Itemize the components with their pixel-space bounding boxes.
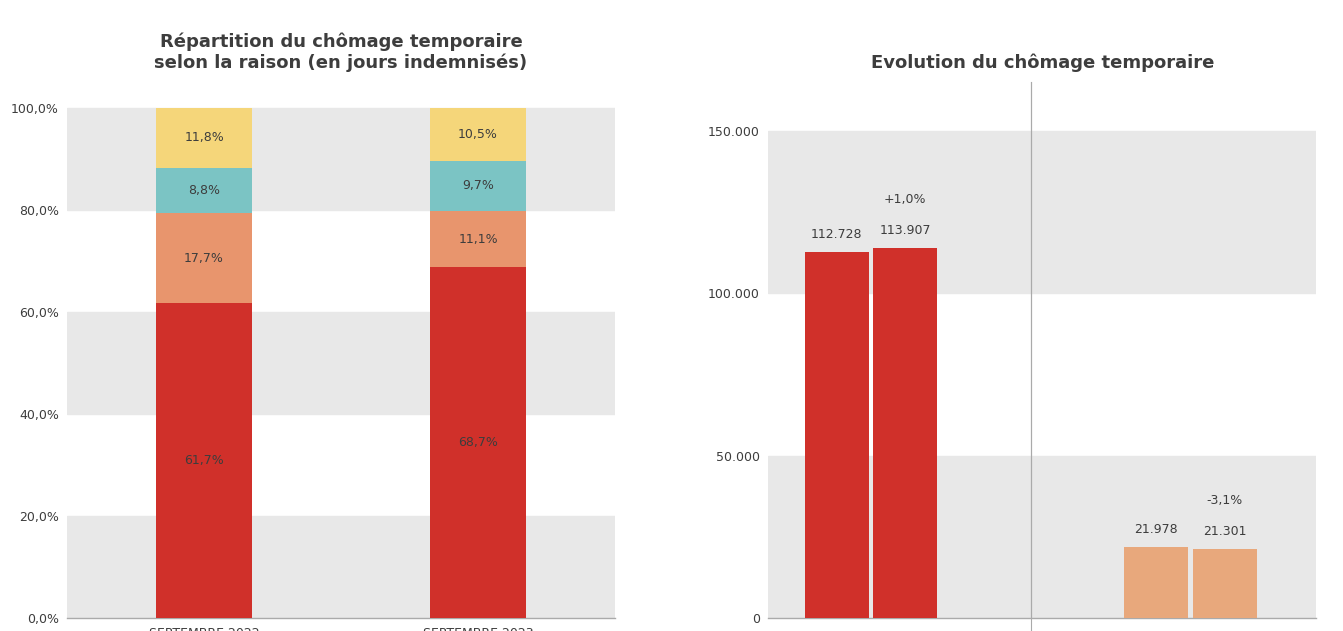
Bar [430, 211, 526, 268]
Bar [430, 268, 526, 618]
Bar [156, 304, 252, 618]
Bar [804, 252, 869, 618]
Title: Répartition du chômage temporaire
selon la raison (en jours indemnisés): Répartition du chômage temporaire selon … [154, 32, 528, 72]
Text: 17,7%: 17,7% [184, 252, 224, 264]
Bar [768, 131, 1316, 293]
Text: +1,0%: +1,0% [884, 193, 927, 206]
Text: 113.907: 113.907 [880, 224, 931, 237]
Bar [156, 168, 252, 213]
Bar [768, 456, 1316, 618]
Text: 11,1%: 11,1% [458, 233, 498, 245]
Text: 11,8%: 11,8% [184, 131, 224, 144]
Title: Evolution du chômage temporaire: Evolution du chômage temporaire [870, 54, 1214, 72]
Bar [156, 107, 252, 168]
Bar [873, 248, 937, 618]
Bar [67, 516, 615, 618]
Text: 61,7%: 61,7% [184, 454, 224, 468]
Text: 10,5%: 10,5% [458, 128, 498, 141]
Bar [67, 312, 615, 414]
Text: 8,8%: 8,8% [188, 184, 220, 197]
Bar [1193, 549, 1257, 618]
Text: 9,7%: 9,7% [462, 179, 494, 192]
Bar [430, 161, 526, 211]
Bar [430, 107, 526, 161]
Text: 68,7%: 68,7% [458, 437, 498, 449]
Text: -3,1%: -3,1% [1207, 494, 1244, 507]
Bar [156, 213, 252, 304]
Bar [67, 107, 615, 209]
Text: 21.978: 21.978 [1135, 522, 1178, 536]
Text: 112.728: 112.728 [811, 228, 862, 240]
Text: 21.301: 21.301 [1203, 525, 1246, 538]
Bar [1124, 547, 1189, 618]
